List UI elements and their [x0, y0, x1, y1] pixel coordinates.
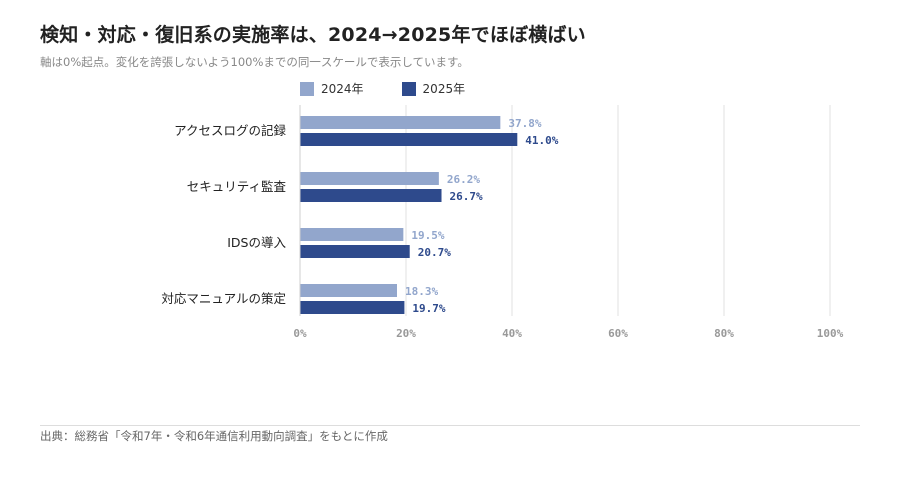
category-label: 対応マニュアルの策定	[161, 291, 286, 306]
bar-2025	[300, 189, 442, 202]
legend: 2024年 2025年	[300, 80, 465, 97]
bar-2024	[300, 172, 439, 185]
x-tick-label: 60%	[608, 327, 628, 340]
x-tick-label: 20%	[396, 327, 416, 340]
x-tick-label: 100%	[817, 327, 844, 340]
data-label-2024: 19.5%	[411, 229, 444, 242]
category-label: アクセスログの記録	[174, 123, 286, 138]
data-label-2024: 26.2%	[447, 173, 480, 186]
bar-2025	[300, 301, 405, 314]
data-label-2025: 41.0%	[525, 134, 558, 147]
bar-2025	[300, 245, 410, 258]
category-label: セキュリティ監査	[187, 179, 287, 194]
chart-subtitle: 軸は0%起点。変化を誇張しないよう100%までの同一スケールで表示しています。	[40, 55, 469, 69]
x-tick-label: 80%	[714, 327, 734, 340]
chart-title: 検知・対応・復旧系の実施率は、2024→2025年でほぼ横ばい	[40, 24, 586, 46]
legend-label-2025: 2025年	[422, 82, 466, 96]
legend-item-2024: 2024年	[300, 80, 364, 97]
source-note: 出典：総務省「令和7年・令和6年通信利用動向調査」をもとに作成	[40, 429, 388, 443]
data-label-2025: 19.7%	[412, 302, 445, 315]
bar-2024	[300, 284, 397, 297]
x-tick-label: 0%	[293, 327, 307, 340]
category-label: IDSの導入	[227, 235, 286, 250]
data-label-2024: 37.8%	[508, 117, 541, 130]
legend-label-2024: 2024年	[321, 82, 364, 96]
source-divider	[40, 425, 860, 426]
legend-swatch-2025	[401, 81, 416, 96]
legend-swatch-2024	[300, 81, 314, 96]
data-label-2024: 18.3%	[405, 285, 438, 298]
bar-chart: 0% 20% 40% 60% 80% 100% アクセスログの記録 37.8% 41.0% セキュ…	[161, 105, 844, 340]
legend-item-2025: 2025年	[401, 80, 466, 97]
bar-2024	[300, 116, 501, 129]
bar-2024	[300, 228, 404, 241]
data-label-2025: 20.7%	[418, 246, 451, 259]
x-tick-label: 40%	[502, 327, 522, 340]
bar-2025	[300, 133, 518, 146]
data-label-2025: 26.7%	[450, 190, 483, 203]
